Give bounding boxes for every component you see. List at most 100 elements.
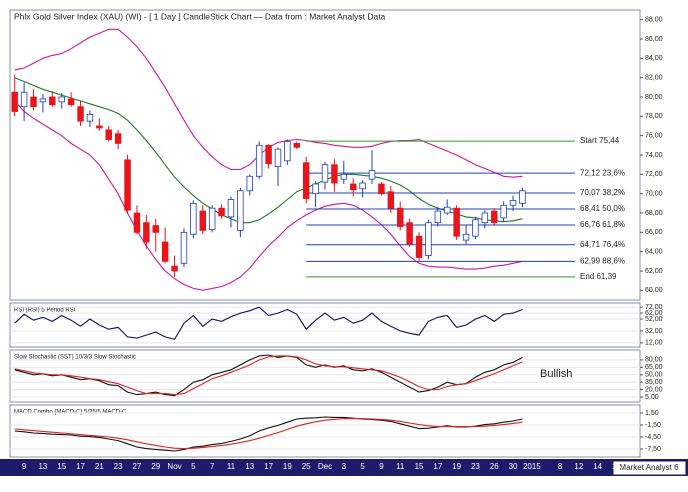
footer: Market Analyst 6 (619, 463, 679, 472)
candle-body (406, 222, 413, 245)
candle-body (227, 199, 235, 218)
y-tick-label: 52,00 (645, 316, 663, 323)
candle-body (124, 159, 131, 211)
candle-body (58, 96, 65, 103)
panel-title: RSI (RSI) 5 Period RSI (14, 308, 76, 314)
level-label: 64,71 76,4% (580, 240, 625, 249)
x-tick-label: 15 (57, 462, 66, 471)
x-tick-label: 5 (360, 462, 365, 471)
y-tick-label: 66,00 (645, 229, 663, 236)
y-tick-label: 82,00 (645, 75, 663, 82)
y-tick-label: 80,00 (645, 94, 663, 101)
y-tick-label: 78,00 (645, 113, 663, 120)
y-tick-label: 74,00 (645, 152, 663, 159)
candle-body (20, 91, 28, 108)
candle-body (143, 222, 150, 243)
candle-body (208, 207, 216, 230)
candle-body (349, 183, 357, 191)
x-tick-label: 19 (452, 462, 461, 471)
x-tick-label: 12 (574, 462, 583, 471)
y-tick-label: -7,50 (645, 446, 661, 453)
y-tick-label: 68,00 (645, 210, 663, 217)
level-label: 66,76 61,8% (580, 220, 625, 229)
candle-body (274, 148, 282, 167)
y-tick-label: 62,00 (645, 310, 663, 317)
x-tick-label: 17 (264, 462, 273, 471)
panel-frame (9, 302, 641, 348)
x-tick-label: 27 (132, 462, 141, 471)
y-tick-label: 70,00 (645, 191, 663, 198)
y-tick-label: 20,00 (645, 386, 663, 393)
y-tick-label: 5,00 (645, 394, 659, 401)
series-line (14, 355, 523, 396)
annotation: Bullish (540, 368, 572, 380)
y-tick-label: 72,00 (645, 171, 663, 178)
x-tick-label: 23 (114, 462, 123, 471)
candle-body (453, 207, 460, 237)
candle-body (491, 210, 498, 224)
y-tick-label: 86,00 (645, 36, 663, 43)
y-tick-label: 62,00 (645, 268, 663, 275)
series-line (14, 306, 523, 340)
x-tick-label: 3 (342, 462, 347, 471)
x-tick-label: 8 (558, 462, 563, 471)
panel-frame (9, 9, 641, 301)
candle-body (218, 207, 225, 217)
y-tick-label: 64,00 (645, 249, 663, 256)
x-tick-label: 9 (22, 462, 27, 471)
candle-body (368, 170, 376, 180)
candle-body (519, 190, 526, 204)
candle-body (133, 212, 141, 233)
y-tick-label: 65,00 (645, 364, 663, 371)
candle-body (321, 164, 329, 183)
candle-body (397, 207, 404, 227)
candle-body (152, 225, 159, 233)
x-tick-label: 26 (490, 462, 499, 471)
level-label: Start 75,44 (580, 136, 620, 145)
panel-frame (9, 404, 641, 458)
panel-title: Slow Stochastic (SST) 10/3/3 Slow Stocha… (14, 355, 136, 361)
level-label: 70,07 38,2% (580, 188, 625, 197)
candle-body (293, 142, 301, 148)
level-label: 62,99 88,6% (580, 257, 625, 266)
x-tick-label: 7 (210, 462, 215, 471)
candle-body (472, 219, 479, 237)
candle-body (114, 133, 122, 144)
candle-body (340, 173, 348, 180)
y-tick-label: 60,00 (645, 287, 663, 294)
level-label: 68,41 50,0% (580, 204, 625, 213)
panel-title: Phlx Gold Silver Index (XAU) (WI) - [ 1 … (14, 11, 386, 21)
x-tick-label: 9 (379, 462, 384, 471)
candle-body (509, 200, 517, 206)
y-tick-label: 88,00 (645, 17, 663, 24)
date-axis-band (0, 459, 688, 476)
y-tick-label: 76,00 (645, 133, 663, 140)
x-tick-label: 14 (593, 462, 602, 471)
candle-body (246, 175, 253, 192)
y-tick-label: 80,00 (645, 357, 663, 364)
panel-frame (9, 349, 641, 403)
candle-body (331, 164, 338, 184)
x-tick-label: 23 (471, 462, 480, 471)
candle-body (378, 183, 385, 195)
candle-body (302, 162, 310, 199)
candle-body (39, 98, 47, 103)
candle-body (11, 91, 18, 112)
candle-body (387, 191, 395, 209)
x-tick-label: 15 (415, 462, 424, 471)
y-tick-label: -4,50 (645, 434, 661, 441)
x-tick-label: 13 (38, 462, 47, 471)
candle-body (190, 202, 197, 235)
candle-body (86, 114, 94, 122)
level-label: 72,12 23,6% (580, 168, 625, 177)
y-tick-label: 32,00 (645, 328, 663, 335)
candle-body (30, 96, 37, 108)
x-tick-label: 21 (95, 462, 104, 471)
x-tick-label: 25 (302, 462, 311, 471)
candle-body (161, 241, 169, 262)
x-tick-label: 16 (612, 462, 621, 471)
candle-body (359, 182, 366, 190)
x-tick-label: 5 (191, 462, 196, 471)
level-label: End 61,39 (580, 272, 617, 281)
